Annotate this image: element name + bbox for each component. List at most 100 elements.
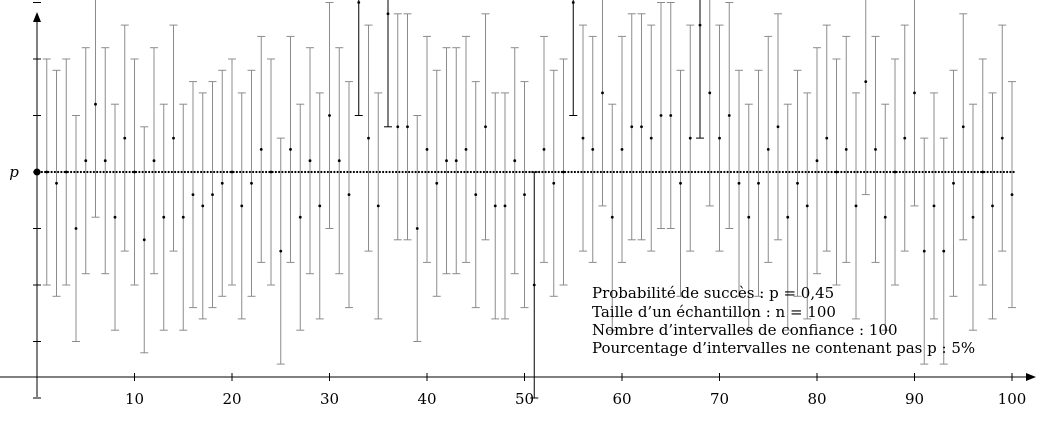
p-line-dot: [456, 170, 459, 174]
p-line-dot: [957, 170, 960, 174]
interval-frequency-point: [386, 12, 390, 16]
y-axis-arrow: [33, 12, 41, 22]
p-line-dot: [404, 170, 407, 174]
interval-23: [257, 35, 266, 263]
p-line-dot: [989, 170, 992, 174]
p-line-dot: [840, 170, 843, 174]
p-line-dot: [619, 170, 622, 174]
interval-frequency-point: [942, 249, 946, 253]
x-axis-arrow: [1026, 373, 1036, 381]
p-line-dot: [261, 170, 264, 174]
p-line-dot: [850, 170, 853, 174]
interval-22: [247, 69, 256, 297]
p-line-dot: [824, 170, 827, 174]
interval-frequency-point: [659, 114, 663, 117]
interval-61: [627, 13, 636, 241]
p-line-dot: [57, 170, 60, 174]
p-line-dot: [96, 170, 99, 174]
interval-frequency-point: [152, 159, 156, 163]
info-line-sample-size: Taille d’un échantillon : n = 100: [592, 303, 836, 321]
interval-10: [130, 58, 139, 286]
interval-31: [335, 47, 344, 275]
p-line-dot: [359, 170, 362, 174]
p-line-dot: [879, 170, 882, 174]
interval-18: [208, 81, 217, 309]
p-line-dot: [151, 170, 154, 174]
p-line-dot: [781, 170, 784, 174]
interval-frequency-point: [649, 136, 653, 140]
p-line-dot: [187, 170, 190, 174]
p-line-dot: [733, 170, 736, 174]
interval-frequency-point: [796, 181, 799, 185]
interval-98: [988, 92, 997, 320]
interval-6: [91, 0, 100, 218]
interval-95: [959, 13, 968, 241]
p-line-dot: [898, 170, 901, 174]
p-line-dot: [473, 170, 476, 174]
p-line-dot: [378, 170, 381, 174]
p-line-dot: [258, 170, 261, 174]
interval-3: [62, 58, 71, 286]
p-line-dot: [603, 170, 606, 174]
p-line-dot: [512, 170, 515, 174]
p-line-dot: [817, 170, 820, 174]
p-line-dot: [609, 170, 612, 174]
interval-frequency-point: [562, 170, 565, 174]
p-line-dot: [443, 170, 446, 174]
interval-7: [101, 47, 110, 275]
p-line-dot: [775, 170, 778, 174]
interval-frequency-point: [630, 125, 634, 129]
interval-19: [218, 69, 227, 297]
interval-frequency-point: [220, 181, 224, 185]
p-line-dot: [128, 170, 131, 174]
p-line-dot: [697, 170, 700, 174]
p-line-dot: [281, 170, 284, 174]
p-line-dot: [401, 170, 404, 174]
p-line-dot: [736, 170, 739, 174]
p-line-dot: [648, 170, 651, 174]
p-line-dot: [466, 170, 469, 174]
p-line-dot: [323, 170, 326, 174]
interval-35: [374, 92, 383, 320]
interval-frequency-point: [55, 181, 58, 185]
p-line-dot: [931, 170, 934, 174]
p-line-dot: [778, 170, 781, 174]
interval-frequency-point: [45, 170, 49, 174]
p-line-dot: [599, 170, 602, 174]
interval-21: [237, 92, 246, 320]
interval-86: [871, 35, 880, 263]
p-line-dot: [632, 170, 635, 174]
interval-frequency-point: [211, 193, 214, 197]
p-line-dot: [612, 170, 615, 174]
interval-24: [267, 58, 275, 286]
p-line-dot: [788, 170, 791, 174]
interval-frequency-point: [396, 125, 400, 129]
p-line-dot: [265, 170, 268, 174]
interval-27: [296, 103, 305, 331]
interval-4: [72, 115, 80, 342]
interval-frequency-point: [844, 148, 848, 151]
p-line-dot: [222, 170, 225, 174]
info-box: Probabilité de succès : p = 0,45 Taille …: [592, 284, 975, 357]
p-line-dot: [307, 170, 310, 174]
p-line-dot: [310, 170, 313, 174]
p-line-dot: [616, 170, 619, 174]
p-line-dot: [50, 170, 53, 174]
p-line-dot: [105, 170, 108, 174]
p-line-dot: [567, 170, 570, 174]
p-line-dot: [437, 170, 440, 174]
p-line-dot: [362, 170, 365, 174]
interval-25: [276, 137, 285, 365]
p-line-dot: [872, 170, 875, 174]
interval-36: [384, 0, 392, 128]
interval-frequency-point: [591, 148, 595, 151]
p-line-dot: [986, 170, 989, 174]
interval-frequency-point: [991, 204, 994, 208]
p-line-dot: [768, 170, 771, 174]
interval-83: [842, 35, 851, 263]
interval-frequency-point: [191, 193, 195, 197]
interval-58: [598, 0, 607, 207]
interval-frequency-point: [503, 204, 507, 208]
p-line-dot: [469, 170, 472, 174]
